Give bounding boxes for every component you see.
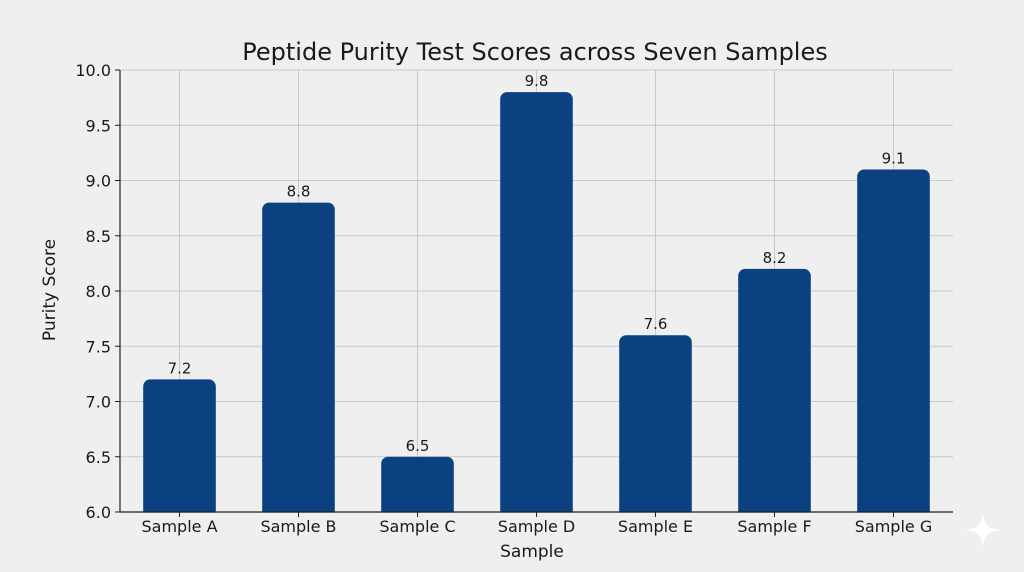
y-tick-label: 6.5 (86, 448, 111, 467)
data-label: 9.8 (525, 72, 549, 90)
bar-sample-e (619, 335, 692, 518)
x-tick-label: Sample A (141, 517, 217, 536)
bar-sample-c (381, 456, 454, 518)
x-axis-label: Sample (500, 542, 564, 562)
y-tick-label: 9.0 (86, 172, 111, 191)
sparkle-icon (966, 513, 1000, 547)
bar-sample-b (262, 202, 335, 518)
x-tick-label: Sample B (260, 517, 336, 536)
x-tick-label: Sample G (855, 517, 932, 536)
data-label: 7.2 (168, 359, 192, 377)
y-tick-label: 7.0 (86, 393, 111, 412)
chart-title: Peptide Purity Test Scores across Seven … (242, 38, 827, 66)
y-tick-label: 9.5 (86, 116, 111, 135)
tick-labels: 6.0 6.5 7.0 7.5 8.0 8.5 9.0 9.5 10.0 Sample A Samp… (75, 61, 932, 536)
bar-sample-g (857, 169, 930, 518)
data-label: 9.1 (882, 149, 906, 167)
data-label: 8.8 (287, 183, 311, 201)
data-label: 6.5 (406, 437, 430, 455)
y-tick-label: 8.0 (86, 282, 111, 301)
y-tick-label: 7.5 (86, 337, 111, 356)
x-tick-label: Sample E (618, 517, 693, 536)
data-label: 8.2 (763, 249, 787, 267)
axes (115, 69, 953, 521)
x-tick-label: Sample C (379, 517, 455, 536)
y-tick-label: 10.0 (75, 61, 111, 80)
y-axis-label: Purity Score (40, 239, 60, 341)
bar-sample-a (143, 379, 216, 518)
data-label: 7.6 (644, 315, 668, 333)
y-tick-label: 8.5 (86, 227, 111, 246)
bars (143, 92, 930, 518)
bar-sample-f (738, 268, 811, 518)
y-tick-label: 6.0 (86, 503, 111, 522)
data-labels: 7.2 8.8 6.5 9.8 7.6 8.2 9.1 (168, 72, 906, 455)
x-tick-label: Sample D (498, 517, 575, 536)
bar-sample-d (500, 92, 573, 518)
x-tick-label: Sample F (737, 517, 811, 536)
